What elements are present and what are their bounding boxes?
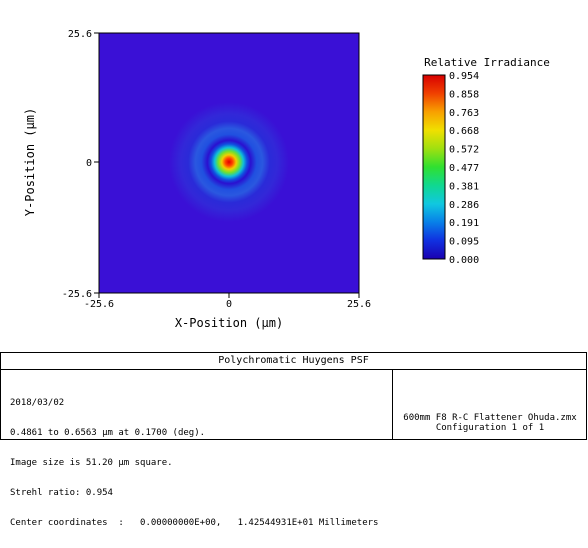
colorbar-tick-label: 0.668: [449, 126, 479, 137]
psf-chart: -25.6 0 25.6 25.6 0 -25.6 X-Position (µm…: [23, 29, 550, 330]
info-config: Configuration 1 of 1: [435, 423, 545, 433]
y-tick-label-top: 25.6: [68, 29, 92, 40]
info-line-wavelength: 0.4861 to 0.6563 µm at 0.1700 (deg).: [10, 428, 206, 438]
colorbar: [422, 74, 446, 260]
colorbar-tick-label: 0.095: [449, 237, 479, 248]
psf-chart-svg: -25.6 0 25.6 25.6 0 -25.6 X-Position (µm…: [23, 29, 550, 330]
x-tick-label-center: 0: [226, 299, 232, 310]
colorbar-tick-label: 0.954: [449, 71, 479, 82]
info-line-center: Center coordinates : 0.00000000E+00, 1.4…: [10, 518, 379, 528]
y-axis-label: Y-Position (µm): [23, 108, 37, 216]
colorbar-tick-label: 0.381: [449, 181, 479, 192]
info-line-date: 2018/03/02: [10, 398, 65, 408]
info-file-panel: 600mm F8 R-C Flattener Ohuda.zmx Configu…: [393, 413, 587, 433]
y-tick-label-center: 0: [86, 158, 92, 169]
info-file-name: 600mm F8 R-C Flattener Ohuda.zmx: [403, 413, 577, 423]
info-line-image-size: Image size is 51.20 µm square.: [10, 458, 173, 468]
colorbar-tick-label: 0.763: [449, 108, 479, 119]
info-panel: Polychromatic Huygens PSF 2018/03/02 0.4…: [0, 352, 587, 528]
colorbar-tick-label: 0.858: [449, 89, 479, 100]
colorbar-tick-label: 0.477: [449, 163, 479, 174]
axis-ticks: [94, 32, 360, 298]
info-line-strehl: Strehl ratio: 0.954: [10, 488, 113, 498]
info-divider: [392, 369, 393, 440]
info-details: 2018/03/02 0.4861 to 0.6563 µm at 0.1700…: [10, 378, 378, 548]
colorbar-tick-label: 0.286: [449, 200, 479, 211]
colorbar-tick-label: 0.572: [449, 145, 479, 156]
colorbar-tick-label: 0.191: [449, 218, 479, 229]
info-title: Polychromatic Huygens PSF: [1, 353, 586, 370]
colorbar-title: Relative Irradiance: [424, 56, 550, 69]
colorbar-tick-label: 0.000: [449, 255, 479, 266]
x-axis-label: X-Position (µm): [175, 316, 283, 330]
psf-halo: [169, 102, 289, 222]
y-tick-label-bottom: -25.6: [62, 289, 92, 300]
x-tick-label-left: -25.6: [84, 299, 114, 310]
x-tick-label-right: 25.6: [347, 299, 371, 310]
colorbar-labels: 0.954 0.858 0.763 0.668 0.572 0.477 0.381 0.286…: [449, 71, 479, 266]
